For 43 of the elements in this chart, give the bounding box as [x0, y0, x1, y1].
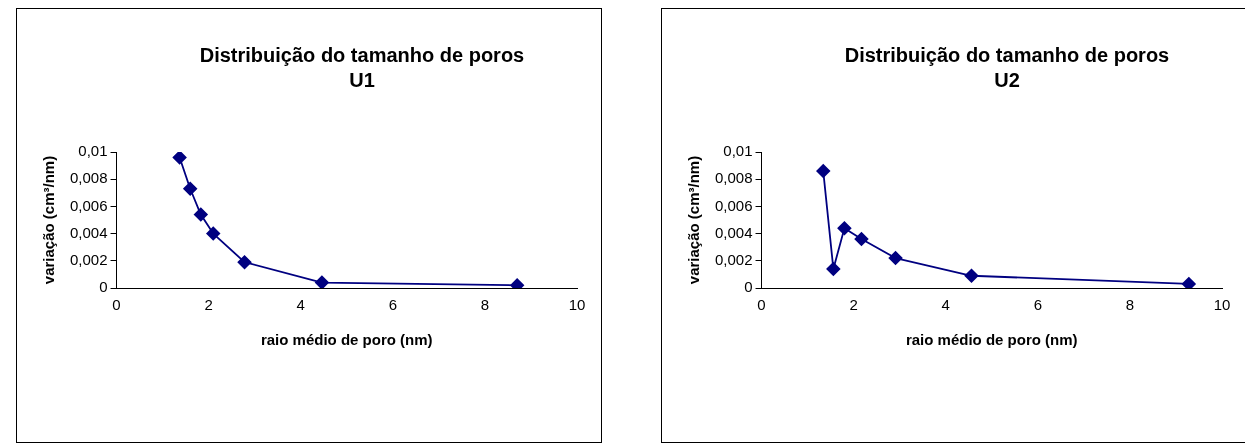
x-axis-title: raio médio de poro (nm) — [260, 331, 433, 349]
y-tick-label: 0 — [99, 278, 108, 296]
y-tick-label: 0,006 — [69, 196, 108, 214]
point — [888, 251, 903, 265]
y-tick-label: 0,008 — [714, 169, 753, 187]
x-tick-label: 4 — [296, 296, 305, 314]
y-tick-label: 0 — [744, 278, 753, 296]
point — [315, 275, 329, 288]
point — [826, 262, 841, 276]
point — [1181, 277, 1196, 288]
y-axis-title: variação (cm³/nm) — [40, 155, 58, 285]
x-tick-label: 4 — [941, 296, 950, 314]
chart-title: Distribuição do tamanho de poros U1 — [198, 43, 526, 93]
point — [193, 207, 208, 222]
chart-title: Distribuição do tamanho de poros U2 — [843, 43, 1171, 93]
y-tick-label: 0,01 — [723, 142, 753, 160]
x-tick-label: 2 — [204, 296, 213, 314]
y-tick-label: 0,002 — [69, 250, 108, 268]
x-axis-title: raio médio de poro (nm) — [905, 331, 1078, 349]
point — [837, 221, 852, 236]
point — [964, 268, 979, 283]
x-tick-label: 6 — [1033, 296, 1042, 314]
x-tick-label: 10 — [568, 296, 586, 314]
point — [206, 226, 221, 241]
x-tick-label: 0 — [757, 296, 766, 314]
x-tick-label: 8 — [1125, 296, 1135, 314]
point — [237, 255, 252, 270]
x-tick-label: 6 — [388, 296, 397, 314]
y-tick-label: 0,002 — [714, 250, 753, 268]
x-tick-label: 10 — [1213, 296, 1231, 314]
y-tick-label: 0,004 — [69, 223, 108, 241]
y-tick-label: 0,006 — [714, 196, 753, 214]
y-axis-title: variação (cm³/nm) — [685, 155, 703, 285]
y-tick-label: 0,004 — [714, 223, 753, 241]
point — [854, 232, 869, 246]
y-tick-label: 0,01 — [78, 142, 108, 160]
x-tick-label: 8 — [480, 296, 490, 314]
x-tick-label: 0 — [112, 296, 121, 314]
point — [183, 181, 198, 196]
point — [172, 152, 187, 165]
point — [816, 164, 831, 178]
y-tick-label: 0,008 — [69, 169, 108, 187]
x-tick-label: 2 — [849, 296, 858, 314]
